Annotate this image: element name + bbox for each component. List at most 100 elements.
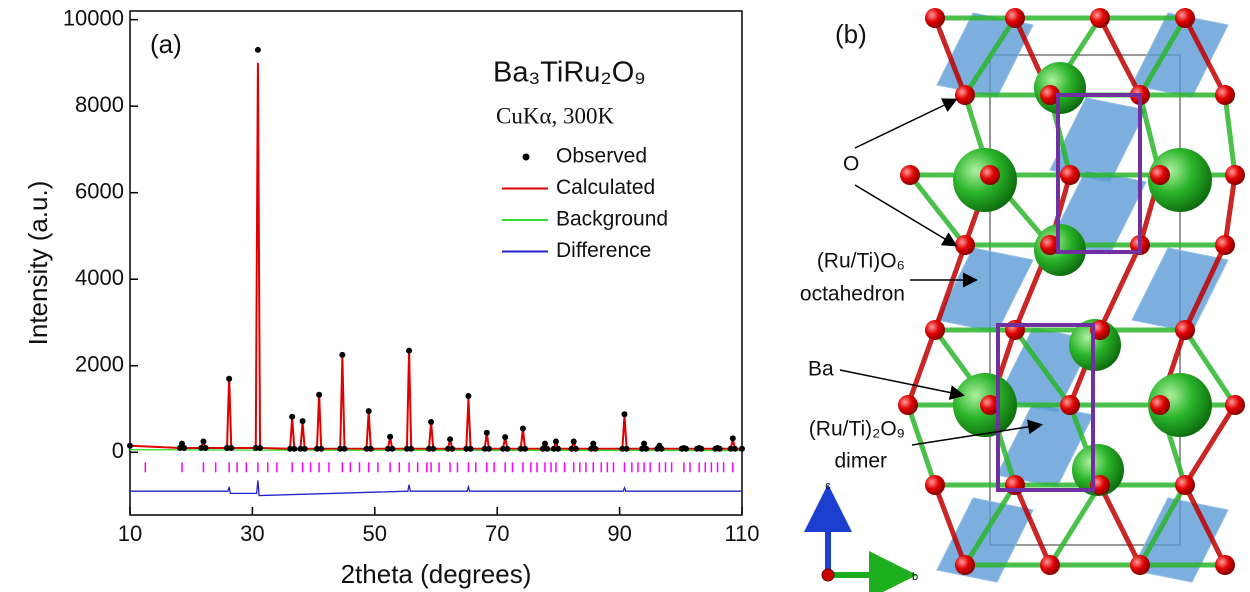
x-tick-label: 90 bbox=[607, 521, 631, 546]
y-tick-label: 2000 bbox=[75, 352, 124, 377]
axis-b-label: b bbox=[912, 571, 918, 583]
o-atom bbox=[1175, 8, 1195, 28]
bond bbox=[962, 16, 1018, 97]
bond bbox=[1222, 174, 1238, 246]
observed-point bbox=[592, 445, 599, 452]
o-atom bbox=[1225, 395, 1245, 415]
observed-point bbox=[287, 445, 294, 452]
o-atom bbox=[1215, 555, 1235, 575]
observed-point bbox=[339, 351, 346, 358]
observed-point bbox=[590, 440, 597, 447]
bond bbox=[1097, 483, 1143, 567]
o-atom bbox=[980, 165, 1000, 185]
observed-point bbox=[504, 445, 511, 452]
observed-point bbox=[467, 445, 474, 452]
observed-point bbox=[729, 435, 736, 442]
octahedron bbox=[1131, 247, 1229, 333]
o-atom bbox=[925, 8, 945, 28]
o-atom bbox=[955, 85, 975, 105]
o-atom bbox=[955, 235, 975, 255]
octahedron bbox=[936, 497, 1034, 583]
arrow bbox=[854, 184, 958, 247]
observed-point bbox=[428, 418, 435, 425]
observed-point bbox=[430, 445, 437, 452]
x-tick-label: 10 bbox=[118, 521, 142, 546]
observed-point bbox=[463, 445, 470, 452]
observed-point bbox=[200, 438, 207, 445]
o-atom bbox=[1130, 555, 1150, 575]
observed-point bbox=[483, 429, 490, 436]
label-dimer-2: dimer bbox=[834, 450, 887, 473]
observed-point bbox=[301, 445, 308, 452]
observed-point bbox=[502, 434, 509, 441]
dimer-box bbox=[1056, 93, 1142, 254]
o-atom bbox=[1175, 320, 1195, 340]
observed-point bbox=[519, 425, 526, 432]
x-axis-label: 2theta (degrees) bbox=[341, 559, 532, 589]
observed-point bbox=[544, 445, 551, 452]
observed-point bbox=[731, 445, 738, 452]
bond bbox=[932, 484, 968, 566]
y-tick-label: 0 bbox=[112, 438, 124, 463]
plot-frame bbox=[129, 10, 743, 516]
bond bbox=[1137, 16, 1188, 97]
bond bbox=[1182, 483, 1228, 567]
observed-point bbox=[297, 445, 304, 452]
bond bbox=[1182, 243, 1228, 332]
bond bbox=[1047, 483, 1103, 567]
observed-point bbox=[739, 445, 745, 452]
observed-point bbox=[555, 445, 562, 452]
observed-point bbox=[289, 413, 296, 420]
observed-point bbox=[313, 445, 320, 452]
observed-point bbox=[406, 347, 413, 354]
observed-point bbox=[465, 393, 472, 400]
o-atom bbox=[1150, 165, 1170, 185]
observed-point bbox=[254, 46, 261, 53]
observed-point bbox=[365, 408, 372, 415]
observed-point bbox=[387, 433, 394, 440]
observed-point bbox=[389, 445, 396, 452]
observed-point bbox=[291, 445, 298, 452]
observed-point bbox=[619, 445, 626, 452]
xrd-plot: 10 30 50 70 90 110 0 2000 4000 6000 8000 10000 2thet… bbox=[23, 5, 760, 588]
o-atom bbox=[1215, 235, 1235, 255]
observed-point bbox=[228, 444, 235, 451]
observed-point bbox=[367, 445, 374, 452]
observed-point bbox=[447, 436, 454, 443]
ba-atom bbox=[1072, 444, 1124, 496]
o-atom bbox=[1215, 85, 1235, 105]
o-atom bbox=[1150, 395, 1170, 415]
observed-point bbox=[425, 445, 432, 452]
observed-point bbox=[384, 445, 391, 452]
observed-point bbox=[449, 445, 456, 452]
observed-point bbox=[638, 445, 645, 452]
observed-point bbox=[481, 445, 488, 452]
label-o: O bbox=[843, 153, 859, 176]
bond bbox=[1182, 328, 1238, 407]
bond bbox=[932, 244, 968, 331]
x-tick-label: 30 bbox=[240, 521, 264, 546]
y-tick-label: 6000 bbox=[75, 179, 124, 204]
observed-point bbox=[408, 445, 415, 452]
bond bbox=[1097, 243, 1143, 332]
o-atom bbox=[925, 320, 945, 340]
observed-point bbox=[485, 445, 492, 452]
legend-label: Background bbox=[556, 208, 668, 231]
ba-atom bbox=[1148, 373, 1212, 437]
y-axis-label: Intensity (a.u.) bbox=[23, 181, 53, 346]
observed-point bbox=[224, 444, 231, 451]
o-atom bbox=[925, 475, 945, 495]
x-tick-label: 70 bbox=[485, 521, 509, 546]
o-atom bbox=[1040, 85, 1060, 105]
observed-point bbox=[643, 445, 650, 452]
x-tick-label: 50 bbox=[363, 521, 387, 546]
observed-point bbox=[226, 375, 233, 382]
o-atom bbox=[955, 555, 975, 575]
observed-point bbox=[403, 445, 410, 452]
observed-point bbox=[552, 438, 559, 445]
axis-c-label: c bbox=[825, 480, 831, 492]
crystal-structure: (b) bbox=[835, 8, 1245, 583]
observed-point bbox=[698, 445, 705, 452]
observed-point bbox=[570, 438, 577, 445]
